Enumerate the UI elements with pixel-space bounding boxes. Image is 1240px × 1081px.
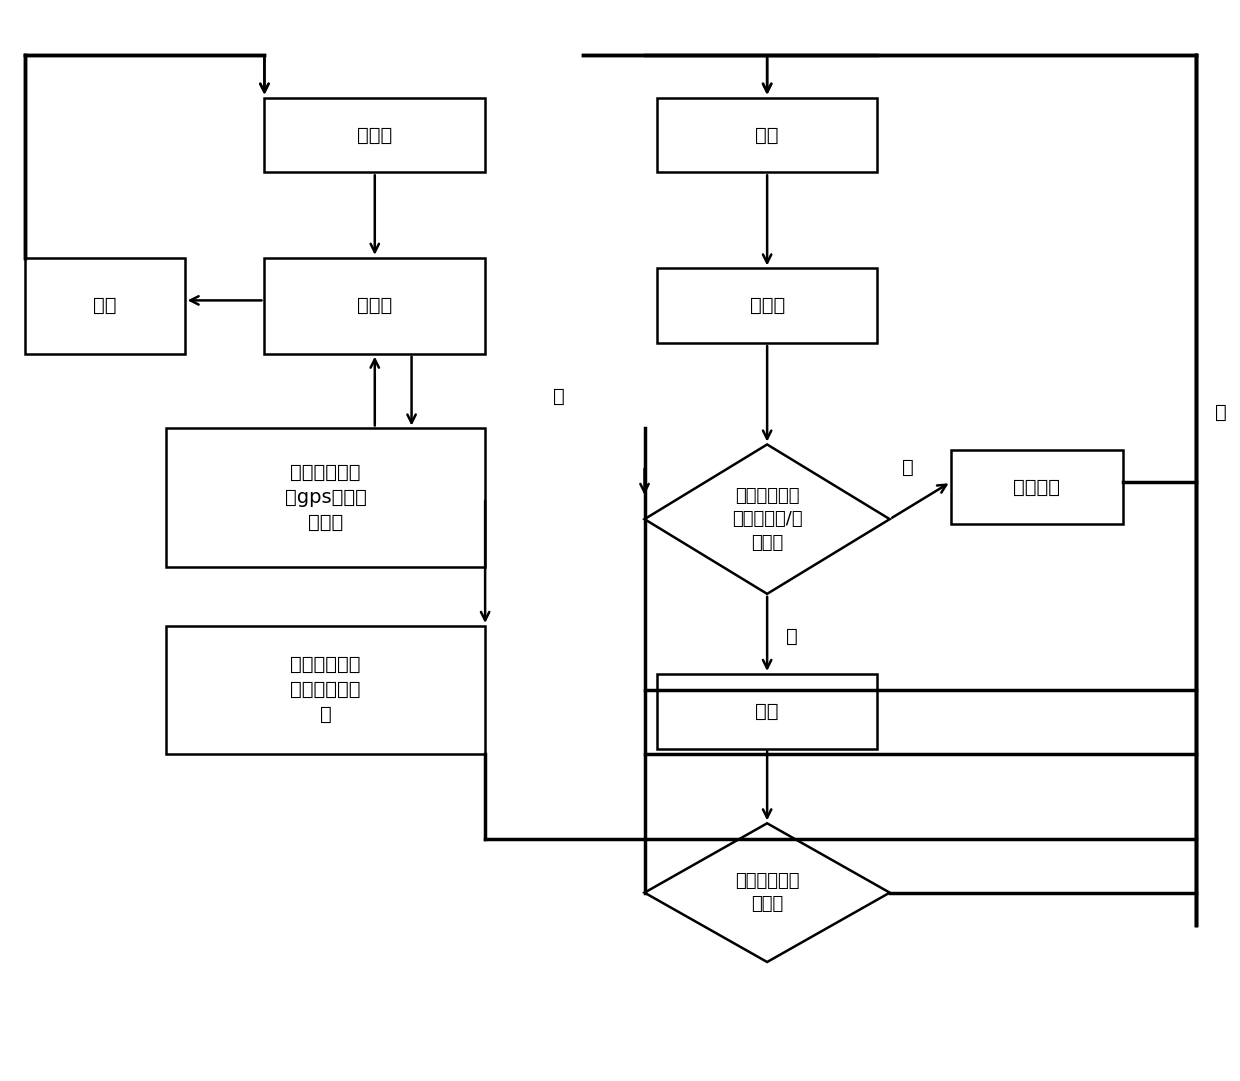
Text: 否: 否 (553, 387, 564, 406)
Text: 电动车: 电动车 (357, 125, 392, 145)
FancyBboxPatch shape (25, 257, 185, 353)
Text: 画围栏: 画围栏 (749, 296, 785, 316)
Text: 时间检测: 时间检测 (1013, 478, 1060, 496)
FancyBboxPatch shape (951, 450, 1122, 524)
Text: 否: 否 (903, 458, 914, 478)
FancyBboxPatch shape (264, 257, 485, 353)
Text: 平台: 平台 (755, 125, 779, 145)
Text: 告警: 告警 (755, 702, 779, 721)
FancyBboxPatch shape (657, 673, 878, 748)
Text: 是否再设定的
时间段内进/出
围栏？: 是否再设定的 时间段内进/出 围栏？ (732, 486, 802, 551)
Text: 是: 是 (1215, 403, 1226, 422)
Polygon shape (645, 444, 890, 593)
FancyBboxPatch shape (264, 97, 485, 172)
Polygon shape (645, 824, 890, 962)
FancyBboxPatch shape (657, 268, 878, 343)
Text: 是否超过围栏
限速？: 是否超过围栏 限速？ (735, 872, 800, 913)
FancyBboxPatch shape (657, 97, 878, 172)
FancyBboxPatch shape (166, 626, 485, 753)
Text: 控制器: 控制器 (357, 296, 392, 316)
Text: 是: 是 (785, 627, 797, 646)
FancyBboxPatch shape (166, 428, 485, 568)
Text: 将定位信息和
转速上报到平
台: 将定位信息和 转速上报到平 台 (290, 655, 361, 724)
Text: 限速: 限速 (93, 296, 117, 316)
Text: 车载模块（包
括gps和通信
模块）: 车载模块（包 括gps和通信 模块） (285, 464, 367, 532)
